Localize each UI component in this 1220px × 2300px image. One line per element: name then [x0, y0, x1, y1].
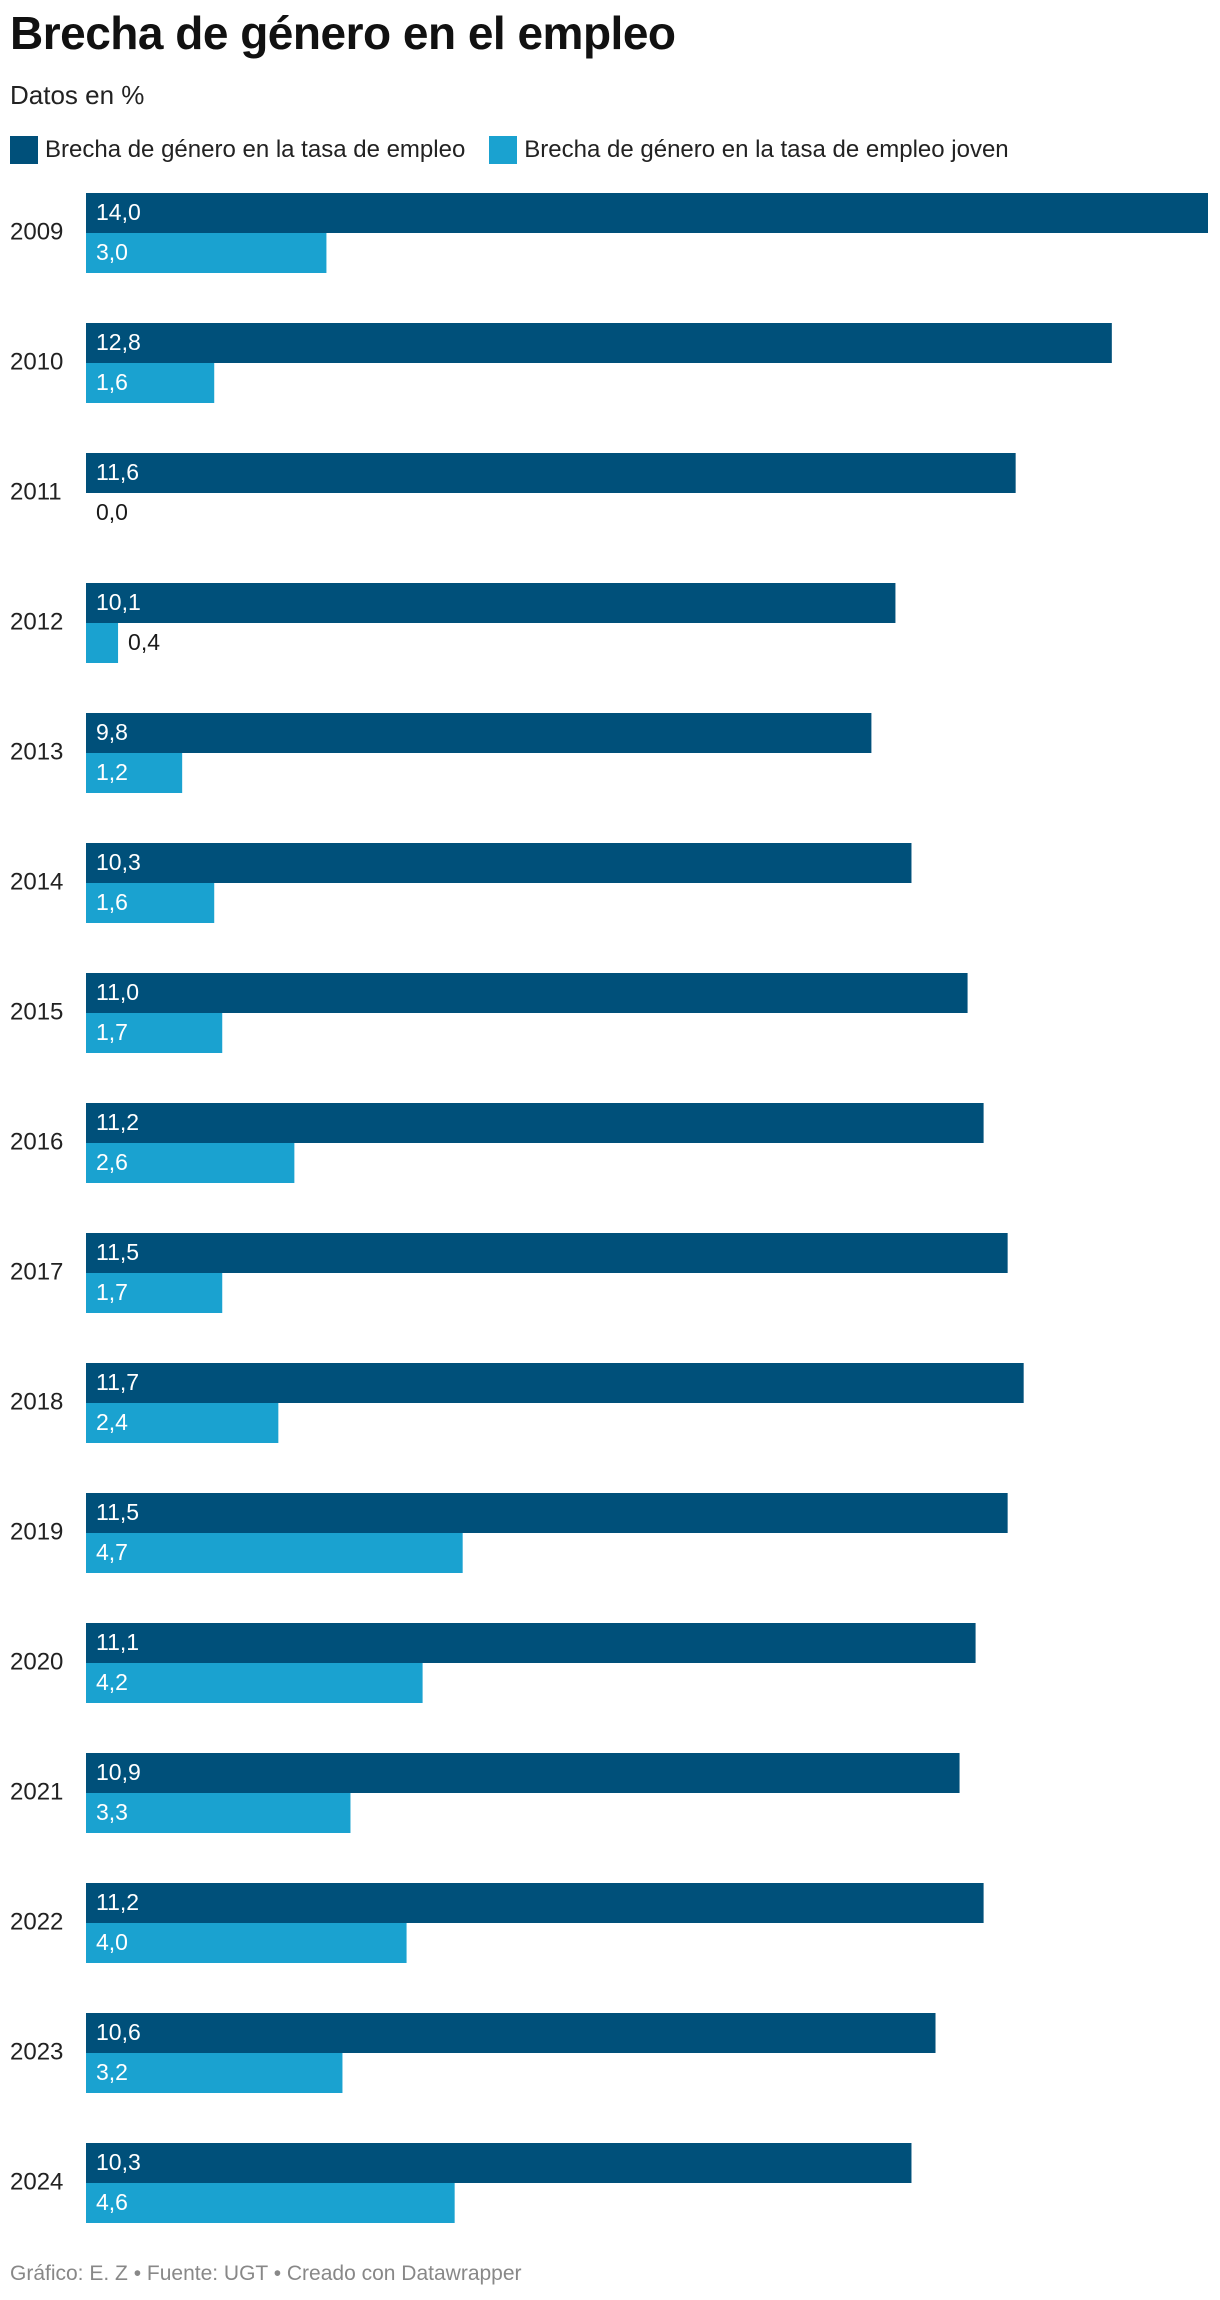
- chart-title: Brecha de género en el empleo: [10, 7, 676, 59]
- value-label-youth-employment-gap-2016: 2,6: [96, 1149, 128, 1175]
- legend: Brecha de género en la tasa de empleo Br…: [10, 136, 1009, 164]
- year-label-2016: 2016: [10, 1128, 63, 1155]
- value-label-youth-employment-gap-2010: 1,6: [96, 369, 128, 395]
- value-label-employment-gap-2010: 12,8: [96, 329, 141, 355]
- bar-employment-gap-2014: [86, 843, 912, 883]
- year-label-2020: 2020: [10, 1648, 63, 1675]
- year-label-2009: 2009: [10, 218, 63, 245]
- year-label-2017: 2017: [10, 1258, 63, 1285]
- value-label-employment-gap-2009: 14,0: [96, 199, 141, 225]
- year-label-2018: 2018: [10, 1388, 63, 1415]
- chart-subtitle: Datos en %: [10, 80, 145, 110]
- bar-youth-employment-gap-2014: [86, 883, 215, 923]
- bar-youth-employment-gap-2022: [86, 1923, 407, 1963]
- value-label-employment-gap-2018: 11,7: [96, 1369, 139, 1395]
- value-label-employment-gap-2019: 11,5: [96, 1499, 139, 1525]
- value-label-youth-employment-gap-2023: 3,2: [96, 2059, 128, 2085]
- bar-youth-employment-gap-2017: [86, 1273, 223, 1313]
- value-label-employment-gap-2021: 10,9: [96, 1759, 141, 1785]
- legend-swatch-employment-gap: [10, 136, 38, 164]
- year-label-2021: 2021: [10, 1778, 63, 1805]
- bar-employment-gap-2019: [86, 1493, 1008, 1533]
- bar-employment-gap-2021: [86, 1753, 960, 1793]
- bar-employment-gap-2024: [86, 2143, 912, 2183]
- bar-employment-gap-2010: [86, 323, 1112, 363]
- bar-employment-gap-2011: [86, 453, 1016, 493]
- value-label-youth-employment-gap-2011: 0,0: [96, 499, 128, 525]
- value-label-youth-employment-gap-2018: 2,4: [96, 1409, 128, 1435]
- bar-youth-employment-gap-2009: [86, 233, 327, 273]
- value-label-employment-gap-2017: 11,5: [96, 1239, 139, 1265]
- value-label-employment-gap-2013: 9,8: [96, 719, 128, 745]
- bar-employment-gap-2012: [86, 583, 896, 623]
- year-label-2012: 2012: [10, 608, 63, 635]
- value-label-employment-gap-2020: 11,1: [96, 1629, 139, 1655]
- bar-employment-gap-2015: [86, 973, 968, 1013]
- value-label-employment-gap-2011: 11,6: [96, 459, 139, 485]
- value-label-employment-gap-2023: 10,6: [96, 2019, 141, 2045]
- bar-youth-employment-gap-2021: [86, 1793, 351, 1833]
- year-label-2014: 2014: [10, 868, 63, 895]
- bar-youth-employment-gap-2012: [86, 623, 119, 663]
- bar-employment-gap-2013: [86, 713, 872, 753]
- bar-youth-employment-gap-2010: [86, 363, 215, 403]
- chart-footer: Gráfico: E. Z • Fuente: UGT • Creado con…: [10, 2262, 522, 2285]
- value-label-employment-gap-2012: 10,1: [96, 589, 141, 615]
- bar-youth-employment-gap-2020: [86, 1663, 423, 1703]
- bar-youth-employment-gap-2019: [86, 1533, 463, 1573]
- year-label-2019: 2019: [10, 1518, 63, 1545]
- bar-employment-gap-2009: [86, 193, 1208, 233]
- year-label-2022: 2022: [10, 1908, 63, 1935]
- value-label-employment-gap-2016: 11,2: [96, 1109, 139, 1135]
- value-label-youth-employment-gap-2021: 3,3: [96, 1799, 128, 1825]
- value-label-youth-employment-gap-2012: 0,4: [128, 629, 160, 655]
- bar-youth-employment-gap-2018: [86, 1403, 279, 1443]
- bar-employment-gap-2018: [86, 1363, 1024, 1403]
- bar-youth-employment-gap-2013: [86, 753, 183, 793]
- value-label-employment-gap-2014: 10,3: [96, 849, 141, 875]
- bar-employment-gap-2022: [86, 1883, 984, 1923]
- bar-employment-gap-2017: [86, 1233, 1008, 1273]
- year-label-2024: 2024: [10, 2168, 63, 2195]
- bar-employment-gap-2023: [86, 2013, 936, 2053]
- value-label-employment-gap-2024: 10,3: [96, 2149, 141, 2175]
- value-label-youth-employment-gap-2019: 4,7: [96, 1539, 128, 1565]
- value-label-youth-employment-gap-2022: 4,0: [96, 1929, 128, 1955]
- value-label-youth-employment-gap-2017: 1,7: [96, 1279, 128, 1305]
- year-label-2010: 2010: [10, 348, 63, 375]
- bar-employment-gap-2016: [86, 1103, 984, 1143]
- legend-item-youth-employment-gap: Brecha de género en la tasa de empleo jo…: [489, 136, 1009, 164]
- value-label-youth-employment-gap-2013: 1,2: [96, 759, 128, 785]
- value-label-employment-gap-2022: 11,2: [96, 1889, 139, 1915]
- value-label-youth-employment-gap-2009: 3,0: [96, 239, 128, 265]
- legend-label-youth-employment-gap: Brecha de género en la tasa de empleo jo…: [524, 136, 1009, 163]
- bar-youth-employment-gap-2024: [86, 2183, 455, 2223]
- value-label-employment-gap-2015: 11,0: [96, 979, 139, 1005]
- bar-youth-employment-gap-2015: [86, 1013, 223, 1053]
- value-label-youth-employment-gap-2015: 1,7: [96, 1019, 128, 1045]
- legend-swatch-youth-employment-gap: [489, 136, 518, 164]
- value-label-youth-employment-gap-2020: 4,2: [96, 1669, 128, 1695]
- legend-item-employment-gap: Brecha de género en la tasa de empleo: [10, 136, 465, 164]
- value-label-youth-employment-gap-2024: 4,6: [96, 2189, 128, 2215]
- bar-employment-gap-2020: [86, 1623, 976, 1663]
- year-label-2013: 2013: [10, 738, 63, 765]
- year-label-2011: 2011: [10, 478, 62, 505]
- year-label-2023: 2023: [10, 2038, 63, 2065]
- year-label-2015: 2015: [10, 998, 63, 1025]
- bar-youth-employment-gap-2016: [86, 1143, 295, 1183]
- legend-label-employment-gap: Brecha de género en la tasa de empleo: [45, 136, 466, 163]
- bar-youth-employment-gap-2023: [86, 2053, 343, 2093]
- value-label-youth-employment-gap-2014: 1,6: [96, 889, 128, 915]
